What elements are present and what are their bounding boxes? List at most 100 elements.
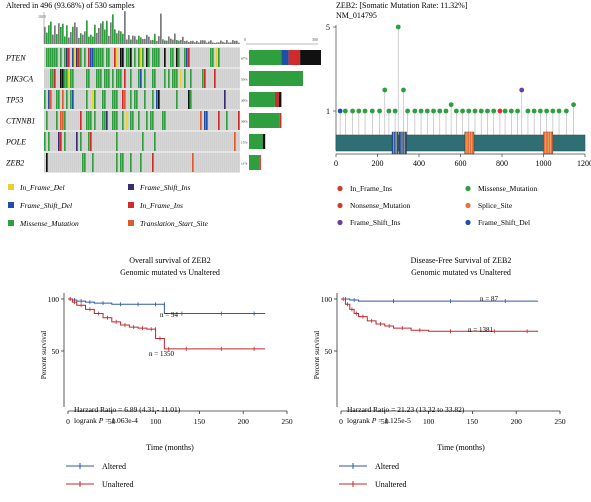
oncoprint-top-bar: [64, 36, 66, 44]
oncoprint-cell: [160, 48, 162, 67]
oncoprint-cell: [220, 153, 222, 172]
oncoprint-cell: [192, 111, 194, 130]
oncoprint-cell: [174, 90, 176, 109]
oncoprint-top-bar: [72, 26, 74, 44]
oncoprint-cell: [72, 132, 74, 151]
oncoprint-top-bar: [132, 35, 134, 44]
oncoprint-top-bar: [172, 39, 174, 44]
oncoprint-cell: [78, 48, 80, 67]
oncoprint-cell: [204, 111, 206, 130]
oncoprint-top-bar: [46, 32, 48, 44]
oncoprint-cell: [230, 132, 232, 151]
oncoprint-cell: [158, 48, 160, 67]
oncoprint-gene-bar-segment: [249, 71, 303, 86]
oncoprint-cell: [160, 90, 162, 109]
oncoprint-cell: [220, 69, 222, 88]
oncoprint-cell: [216, 90, 218, 109]
oncoprint-cell: [104, 132, 106, 151]
oncoprint-cell: [216, 111, 218, 130]
oncoprint-top-bar: [54, 25, 56, 44]
oncoprint-cell: [114, 111, 116, 130]
oncoprint-cell: [158, 153, 160, 172]
oncoprint-cell: [208, 111, 210, 130]
oncoprint-cell: [116, 111, 118, 130]
oncoprint-cell: [206, 153, 208, 172]
oncoprint-cell: [144, 48, 146, 67]
lollipop-legend-dot: [465, 202, 471, 209]
oncoprint-cell: [170, 69, 172, 88]
oncoprint-cell: [182, 69, 184, 88]
oncoprint-cell: [150, 69, 152, 88]
oncoprint-cell: [164, 132, 166, 151]
oncoprint-cell: [238, 111, 240, 130]
oncoprint-cell: [64, 111, 66, 130]
oncoprint-top-bar: [232, 40, 234, 44]
oncoprint-cell: [46, 48, 48, 67]
oncoprint-cell: [122, 111, 124, 130]
oncoprint-cell: [64, 69, 66, 88]
oncoprint-cell: [214, 48, 216, 67]
oncoprint-cell: [114, 90, 116, 109]
oncoprint-cell: [226, 153, 228, 172]
oncoprint-cell: [110, 69, 112, 88]
lollipop-mutations: [337, 24, 576, 135]
oncoprint-cell: [92, 69, 94, 88]
oncoprint-cell: [90, 153, 92, 172]
lollipop-head: [350, 108, 355, 114]
lollipop-head: [515, 108, 520, 114]
oncoprint-cell: [146, 111, 148, 130]
oncoprint-cell: [162, 153, 164, 172]
oncoprint-cell: [128, 48, 130, 67]
oncoprint-top-bar: [234, 40, 236, 44]
oncoprint-cell: [130, 69, 132, 88]
oncoprint-cell: [44, 48, 46, 67]
oncoprint-cell: [150, 48, 152, 67]
oncoprint-cell: [58, 48, 60, 67]
lollipop-legend-label: Frame_Shift_Del: [478, 218, 530, 227]
oncoprint-cell: [154, 90, 156, 109]
oncoprint-cell: [134, 132, 136, 151]
oncoprint-cell: [224, 132, 226, 151]
oncoprint-cell: [94, 48, 96, 67]
oncoprint-cell: [100, 69, 102, 88]
oncoprint-cell: [130, 111, 132, 130]
oncoprint-cell: [190, 153, 192, 172]
oncoprint-cell: [138, 111, 140, 130]
oncoprint-legend-swatch: [8, 220, 14, 226]
oncoprint-cell: [220, 90, 222, 109]
km-x-tick-label: 150: [194, 417, 206, 426]
lollipop-head: [437, 108, 443, 114]
oncoprint-cell: [74, 111, 76, 130]
oncoprint-cell: [94, 111, 96, 130]
oncoprint-cell: [218, 69, 220, 88]
oncoprint-cell: [56, 69, 58, 88]
oncoprint-cell: [118, 48, 120, 67]
lollipop-head: [491, 108, 497, 114]
oncoprint-cell: [84, 90, 86, 109]
oncoprint-cell: [44, 69, 46, 88]
km-logrank-label: logrank: [74, 416, 99, 425]
oncoprint-cell: [70, 132, 72, 151]
oncoprint-gene-bar-segment: [274, 92, 279, 107]
oncoprint-cell: [198, 48, 200, 67]
oncoprint-cell: [188, 132, 190, 151]
oncoprint-legend-label: Frame_Shift_Del: [19, 201, 72, 210]
oncoprint-cell: [130, 90, 132, 109]
oncoprint-top-bar: [224, 42, 226, 44]
oncoprint-top-bar: [66, 25, 68, 44]
oncoprint-cell: [66, 48, 68, 67]
oncoprint-cell: [136, 48, 138, 67]
oncoprint-cell: [52, 69, 54, 88]
oncoprint-cell: [170, 132, 172, 151]
oncoprint-cell: [50, 153, 52, 172]
km-curve-unaltered: [68, 298, 266, 350]
oncoprint-cell: [192, 153, 194, 172]
oncoprint-cell: [236, 69, 238, 88]
oncoprint-cell: [56, 90, 58, 109]
lollipop-x-ticks: 0 200 400 600 800 1000 1200: [334, 154, 591, 168]
oncoprint-cell: [222, 69, 224, 88]
oncoprint-cell: [168, 90, 170, 109]
oncoprint-cell: [126, 90, 128, 109]
oncoprint-legend-swatch: [128, 202, 134, 208]
oncoprint-cell: [72, 48, 74, 67]
